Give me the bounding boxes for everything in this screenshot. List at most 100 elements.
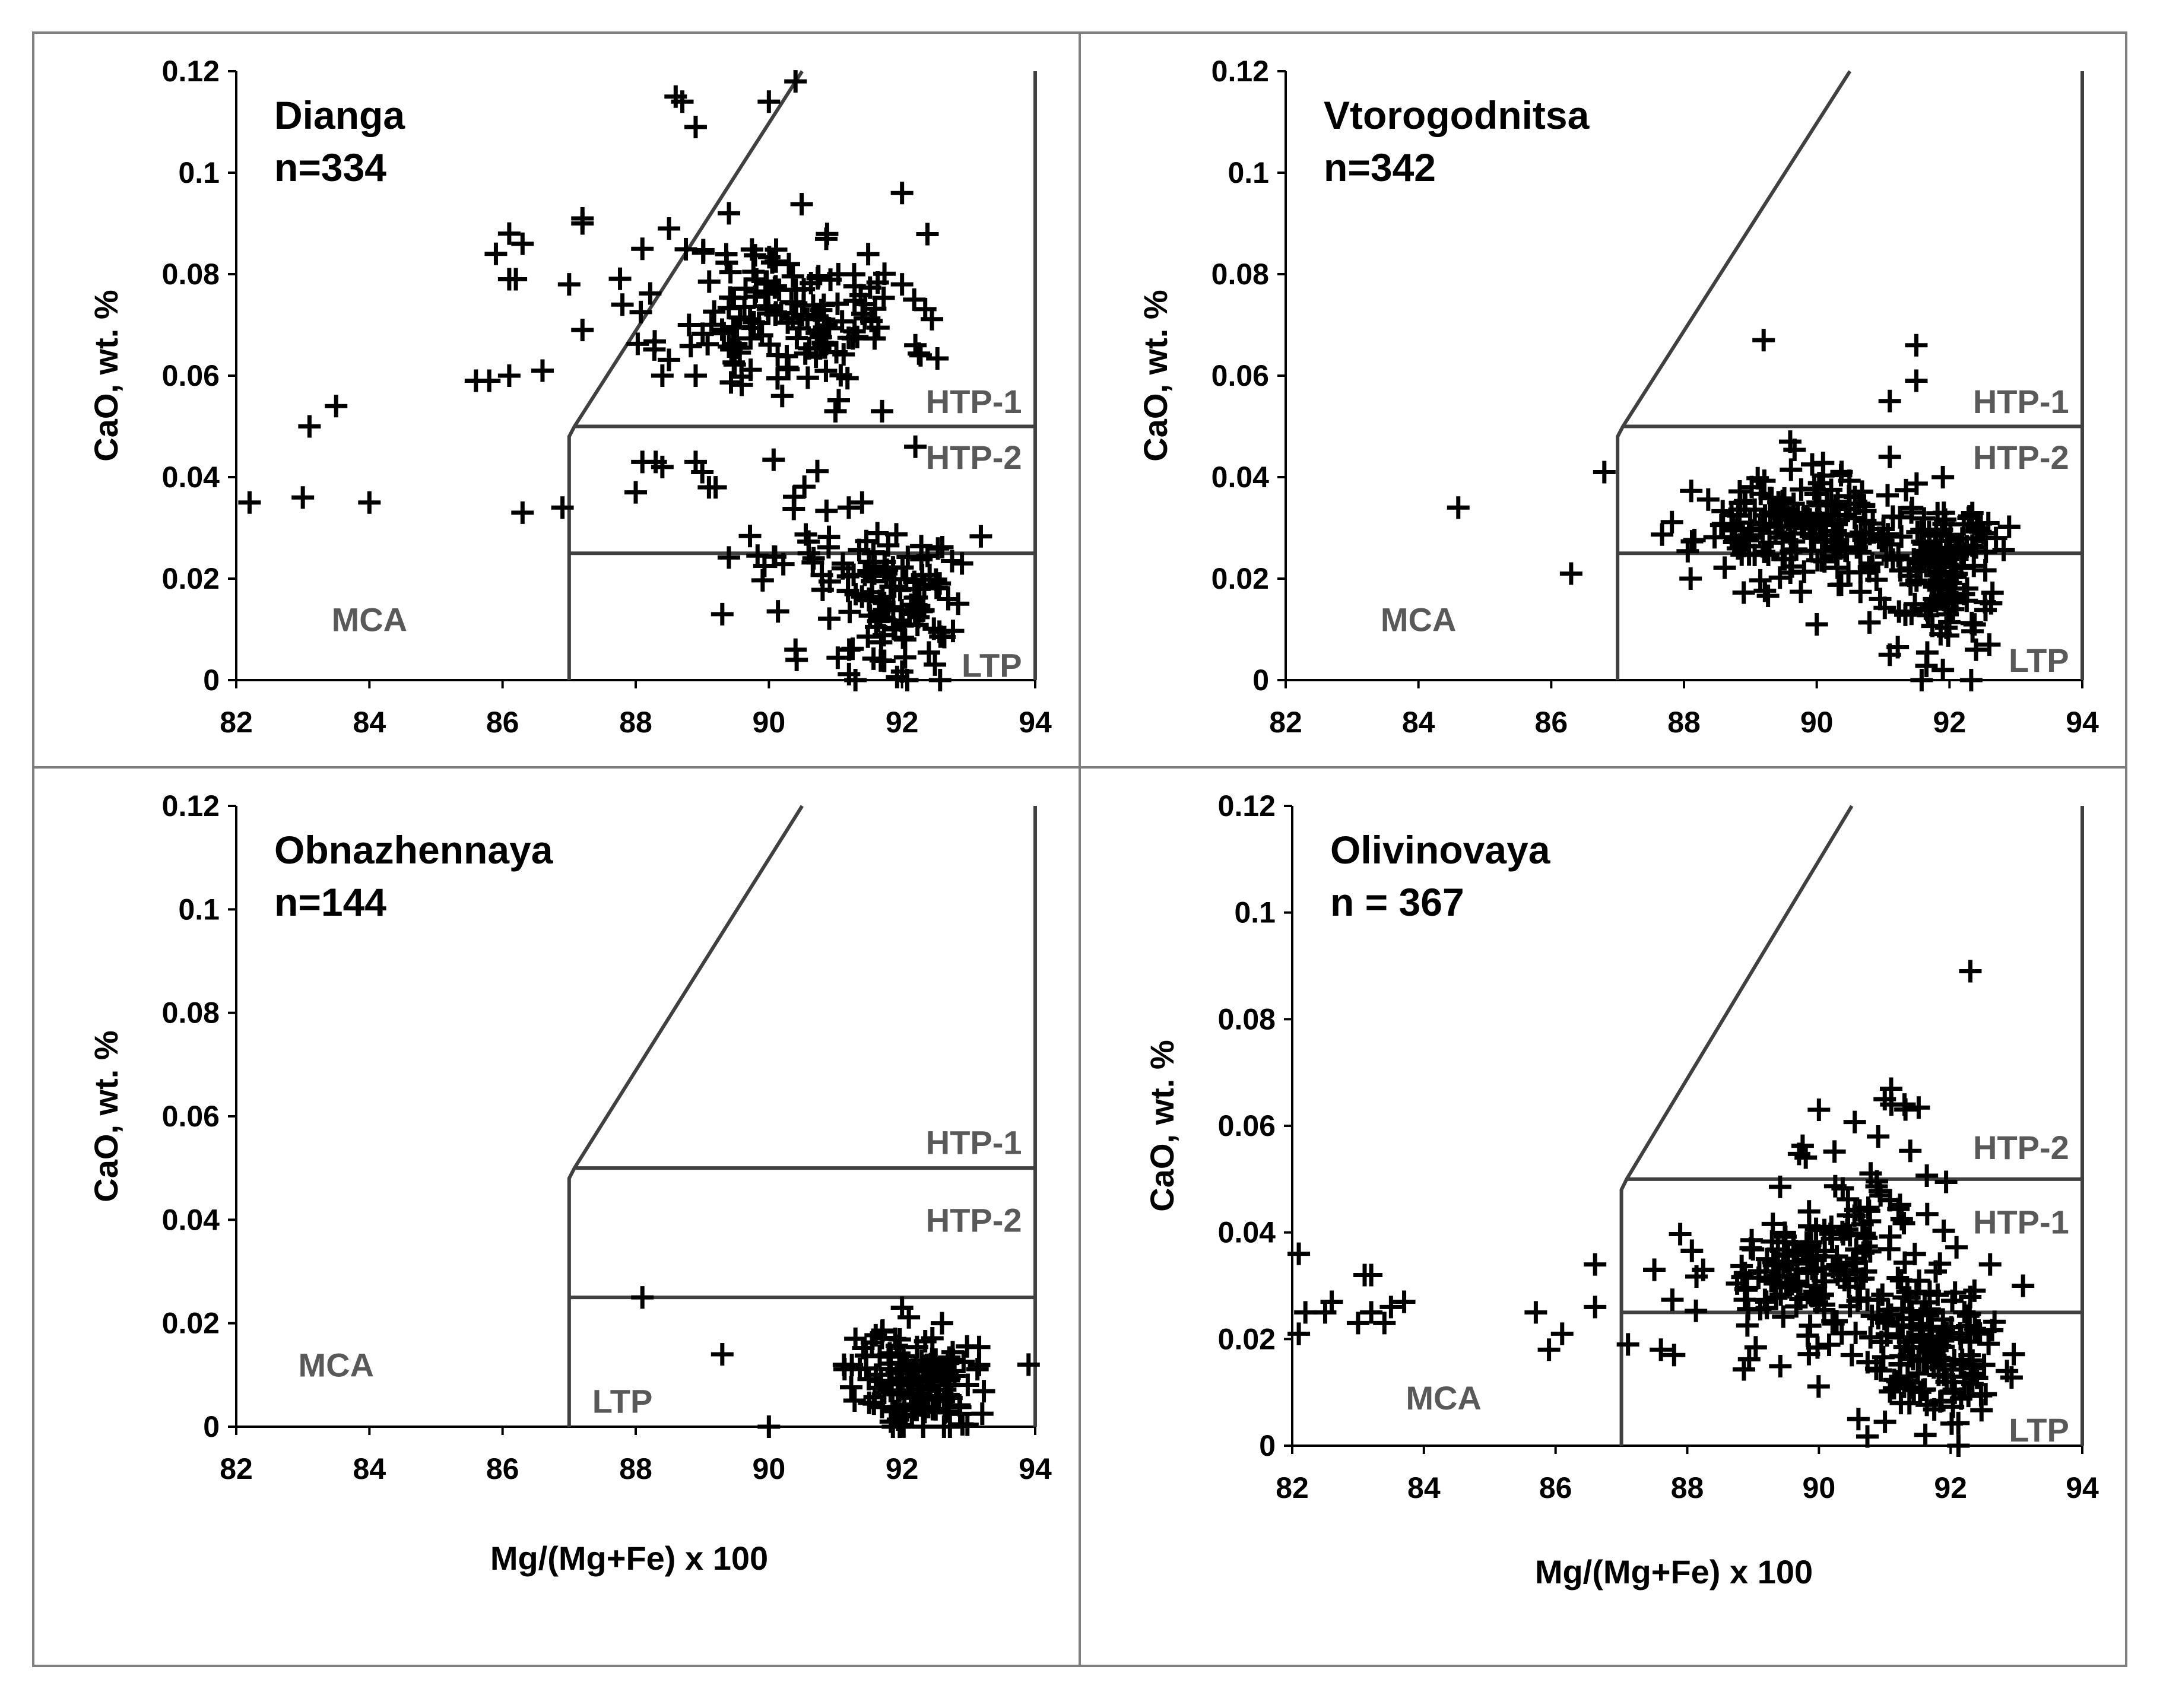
data-point <box>1934 1170 1958 1193</box>
data-point <box>817 536 840 559</box>
data-point <box>794 342 817 365</box>
data-point <box>1858 1209 1882 1233</box>
mca-boundary-line <box>1619 805 1854 1446</box>
data-points <box>238 70 992 691</box>
x-tick-label: 94 <box>2066 1471 2099 1504</box>
data-point <box>1855 1226 1878 1249</box>
data-point <box>1808 494 1831 517</box>
panel-count: n=342 <box>1324 145 1436 189</box>
data-point <box>651 455 674 478</box>
data-point <box>1854 499 1877 522</box>
data-point <box>497 364 521 387</box>
data-point <box>1867 1307 1890 1330</box>
data-point <box>1756 584 1780 607</box>
panel-frame-4 <box>1079 766 2127 1667</box>
panel-frame-2 <box>1079 31 2127 769</box>
y-tick-label: 0 <box>1259 1429 1276 1462</box>
data-point <box>1772 1305 1795 1328</box>
data-point <box>924 653 947 676</box>
x-axis-label: Mg/(Mg+Fe) x 100 <box>490 1539 768 1577</box>
data-point <box>1857 555 1880 579</box>
data-point <box>1856 1425 1879 1448</box>
data-point <box>511 232 534 255</box>
data-point <box>1818 1333 1841 1356</box>
data-point <box>801 294 824 317</box>
x-tick-label: 82 <box>1269 706 1302 739</box>
data-point <box>679 335 702 358</box>
data-point <box>1287 1242 1311 1265</box>
data-point <box>1768 1175 1791 1198</box>
data-point <box>291 486 315 509</box>
data-point <box>1905 369 1928 392</box>
y-tick-label: 0 <box>203 663 220 697</box>
x-tick-label: 86 <box>486 1452 519 1485</box>
data-point <box>1883 1369 1906 1392</box>
data-point <box>1937 624 1960 647</box>
data-point <box>1870 529 1894 553</box>
data-point <box>770 385 794 408</box>
data-point <box>1739 511 1762 534</box>
y-tick-label: 0.08 <box>162 258 220 291</box>
data-point <box>511 501 534 524</box>
field-label-ltp: LTP <box>592 1382 653 1420</box>
data-point <box>1956 1304 1980 1328</box>
data-point <box>854 293 877 316</box>
data-point <box>1867 1125 1890 1148</box>
data-point <box>1918 1280 1941 1303</box>
data-point <box>1959 669 1983 691</box>
y-tick-label: 0.06 <box>1211 359 1269 392</box>
data-point <box>722 287 746 310</box>
data-point <box>903 288 926 311</box>
data-point <box>1894 1098 1917 1121</box>
data-point <box>1963 1279 1986 1302</box>
field-label-mca: MCA <box>298 1346 374 1383</box>
data-point <box>1941 585 1964 608</box>
data-point <box>948 1394 971 1417</box>
data-point <box>1915 655 1938 678</box>
data-point <box>1593 461 1616 484</box>
data-point <box>624 481 647 504</box>
data-point <box>940 550 963 573</box>
data-point <box>1692 1258 1715 1281</box>
data-point <box>1752 329 1775 352</box>
data-point <box>762 448 785 471</box>
y-tick-label: 0.02 <box>162 562 220 595</box>
data-point <box>1812 452 1835 475</box>
panel-count: n=144 <box>274 880 386 924</box>
data-point <box>908 1378 931 1401</box>
data-point <box>927 1385 950 1408</box>
data-point <box>1696 488 1720 511</box>
data-point <box>839 1376 862 1399</box>
data-point <box>1737 1348 1761 1371</box>
data-point <box>1447 496 1470 519</box>
data-point <box>1898 1392 1921 1415</box>
data-point <box>1799 1314 1822 1337</box>
data-point <box>238 491 261 514</box>
x-tick-label: 92 <box>1934 1471 1967 1504</box>
panel-title: Vtorogodnitsa <box>1324 93 1590 137</box>
data-point <box>738 525 762 548</box>
data-point <box>1915 1164 1939 1188</box>
data-point <box>1793 516 1816 539</box>
data-point <box>1957 506 1980 529</box>
data-point <box>717 546 740 569</box>
data-point <box>1683 528 1706 551</box>
data-point <box>1294 1301 1317 1324</box>
data-point <box>879 1410 902 1433</box>
y-tick-label: 0.04 <box>162 461 220 494</box>
data-point <box>1915 1202 1939 1226</box>
data-point <box>677 313 700 336</box>
data-point <box>2012 1274 2035 1297</box>
data-point <box>1379 1296 1403 1319</box>
y-tick-label: 0.04 <box>1218 1216 1276 1249</box>
data-point <box>657 348 680 372</box>
data-point <box>915 1365 938 1388</box>
data-point <box>794 523 817 546</box>
data-point <box>858 604 881 627</box>
data-point <box>1680 480 1703 503</box>
data-point <box>1796 1261 1819 1284</box>
data-point <box>802 547 825 570</box>
data-point <box>838 601 861 624</box>
data-point <box>1679 567 1702 590</box>
data-point <box>757 1415 781 1438</box>
